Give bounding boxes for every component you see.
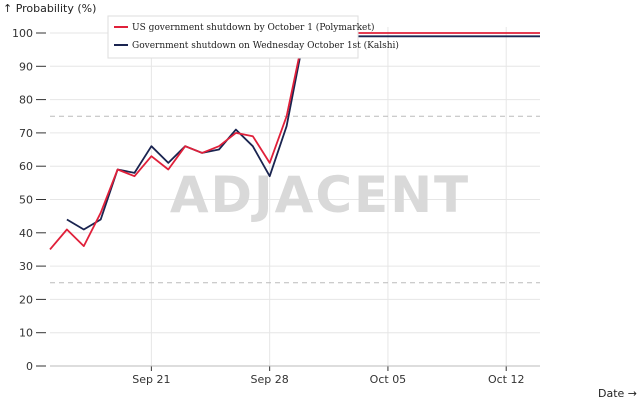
polymarket-series-line: [49, 32, 540, 250]
y-tick-label: 70: [19, 127, 33, 140]
axes: 0 10 20 30 40 50 60 70 80 90 100 Sep 21 Sep 28 Oct 05…: [12, 27, 540, 386]
y-tick-label: 0: [26, 360, 33, 373]
x-tick-label: Sep 21: [132, 373, 170, 386]
y-tick-label: 10: [19, 327, 33, 340]
chart-legend: US government shutdown by October 1 (Pol…: [107, 15, 399, 59]
y-tick-label: 80: [19, 94, 33, 107]
legend-label: US government shutdown by October 1 (Pol…: [132, 22, 375, 33]
y-tick-label: 60: [19, 160, 33, 173]
y-tick-label: 30: [19, 260, 33, 273]
y-tick-label: 90: [19, 60, 33, 73]
x-tick-label: Sep 28: [251, 373, 289, 386]
y-axis-title: ↑ Probability (%): [3, 2, 96, 15]
y-tick-label: 20: [19, 293, 33, 306]
legend-label: Government shutdown on Wednesday October…: [132, 40, 399, 51]
watermark-text: ADJACENT: [170, 166, 470, 224]
x-axis-title: Date →: [598, 387, 637, 400]
series-lines: [49, 32, 540, 250]
y-tick-label: 100: [12, 27, 33, 40]
legend-box: [107, 15, 359, 59]
y-tick-label: 40: [19, 227, 33, 240]
x-tick-label: Oct 12: [488, 373, 525, 386]
x-tick-label: Oct 05: [370, 373, 407, 386]
reference-lines: [50, 115, 540, 284]
y-tick-label: 50: [19, 194, 33, 207]
